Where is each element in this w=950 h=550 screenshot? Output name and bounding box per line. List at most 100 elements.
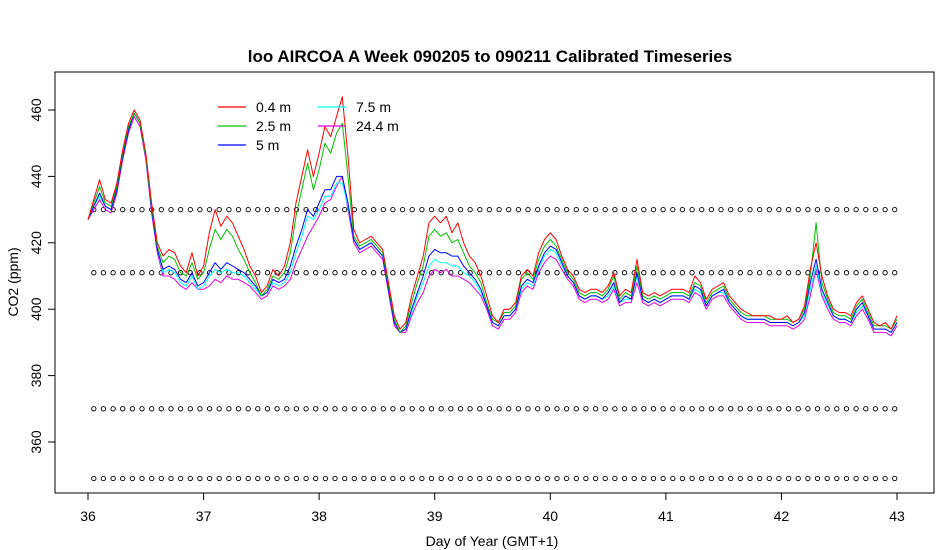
reference-marker — [776, 475, 782, 482]
reference-marker — [457, 475, 464, 482]
reference-marker — [592, 406, 599, 412]
reference-marker — [853, 406, 859, 412]
reference-marker — [380, 206, 386, 213]
reference-marker — [679, 206, 686, 213]
reference-marker — [342, 406, 348, 412]
reference-marker — [718, 206, 724, 213]
series-line-7-5-m — [87, 112, 898, 333]
reference-marker — [120, 206, 126, 213]
reference-marker — [370, 270, 377, 276]
reference-marker — [351, 270, 357, 276]
reference-marker — [892, 206, 898, 213]
reference-marker — [689, 475, 695, 482]
series-lines — [87, 96, 898, 337]
plot-frame — [54, 71, 935, 494]
reference-marker — [284, 475, 290, 482]
reference-marker — [708, 475, 715, 482]
x-tick-label: 36 — [80, 508, 96, 524]
reference-marker — [853, 270, 859, 276]
reference-marker — [795, 406, 801, 412]
series-line-2-5-m — [87, 112, 898, 333]
reference-marker — [824, 270, 830, 276]
reference-marker — [863, 270, 869, 276]
reference-marker — [824, 475, 830, 482]
reference-marker — [399, 475, 406, 482]
reference-marker — [390, 270, 396, 276]
reference-marker — [187, 206, 193, 213]
reference-marker — [737, 475, 743, 482]
reference-marker — [612, 406, 618, 412]
reference-marker — [303, 406, 309, 412]
reference-marker — [322, 406, 329, 412]
reference-marker — [515, 475, 522, 482]
reference-marker — [274, 206, 280, 213]
reference-marker — [834, 475, 840, 482]
reference-marker — [824, 206, 830, 213]
reference-marker — [592, 206, 599, 213]
x-axis: 36 37 38 39 40 41 42 43 — [80, 492, 905, 524]
reference-marker — [206, 206, 213, 213]
reference-marker — [255, 475, 261, 482]
reference-marker — [583, 206, 589, 213]
reference-marker — [158, 206, 164, 213]
legend: 0.4 m 2.5 m 5 m 7.5 m 24.4 m — [218, 99, 399, 153]
reference-marker — [110, 406, 116, 412]
reference-marker — [756, 270, 763, 276]
reference-marker — [863, 206, 869, 213]
reference-marker — [776, 406, 782, 412]
reference-marker — [650, 475, 657, 482]
reference-marker — [380, 406, 386, 412]
reference-marker — [380, 475, 386, 482]
reference-marker — [882, 406, 888, 412]
reference-marker — [438, 206, 444, 213]
reference-marker — [100, 270, 107, 276]
reference-marker — [139, 206, 145, 213]
reference-marker — [100, 406, 107, 412]
reference-marker — [544, 406, 550, 412]
reference-marker — [660, 206, 666, 213]
reference-marker — [583, 406, 589, 412]
reference-marker — [689, 270, 695, 276]
reference-marker — [631, 406, 637, 412]
reference-marker — [187, 475, 193, 482]
reference-marker — [670, 270, 676, 276]
reference-marker — [776, 206, 782, 213]
reference-marker — [177, 406, 184, 412]
reference-marker — [293, 475, 300, 482]
x-tick-label: 37 — [196, 508, 212, 524]
reference-marker — [419, 406, 425, 412]
reference-marker — [293, 406, 300, 412]
reference-marker — [718, 475, 724, 482]
reference-marker — [255, 206, 261, 213]
reference-marker — [235, 475, 242, 482]
reference-marker — [843, 406, 850, 412]
reference-marker — [332, 206, 338, 213]
reference-marker — [814, 206, 821, 213]
reference-marker — [129, 206, 136, 213]
reference-marker — [785, 206, 792, 213]
reference-marker — [795, 206, 801, 213]
reference-marker — [737, 270, 743, 276]
reference-marker — [149, 406, 155, 412]
reference-marker — [766, 206, 772, 213]
reference-marker — [409, 406, 415, 412]
series-line-24-4-m — [87, 116, 898, 337]
y-axis-label: CO2 (ppm) — [5, 247, 21, 316]
reference-marker — [284, 206, 290, 213]
reference-marker — [525, 406, 531, 412]
reference-marker — [718, 406, 724, 412]
x-tick-label: 41 — [658, 508, 674, 524]
reference-marker — [834, 406, 840, 412]
reference-marker — [853, 475, 859, 482]
reference-marker — [805, 206, 811, 213]
reference-marker — [699, 475, 705, 482]
reference-marker — [650, 270, 657, 276]
reference-marker — [728, 475, 734, 482]
reference-marker — [139, 270, 145, 276]
reference-marker — [882, 475, 888, 482]
reference-marker — [168, 406, 174, 412]
reference-marker — [766, 406, 772, 412]
reference-marker — [399, 270, 406, 276]
reference-marker — [399, 406, 406, 412]
y-axis: 360 380 400 420 440 460 — [28, 98, 55, 454]
